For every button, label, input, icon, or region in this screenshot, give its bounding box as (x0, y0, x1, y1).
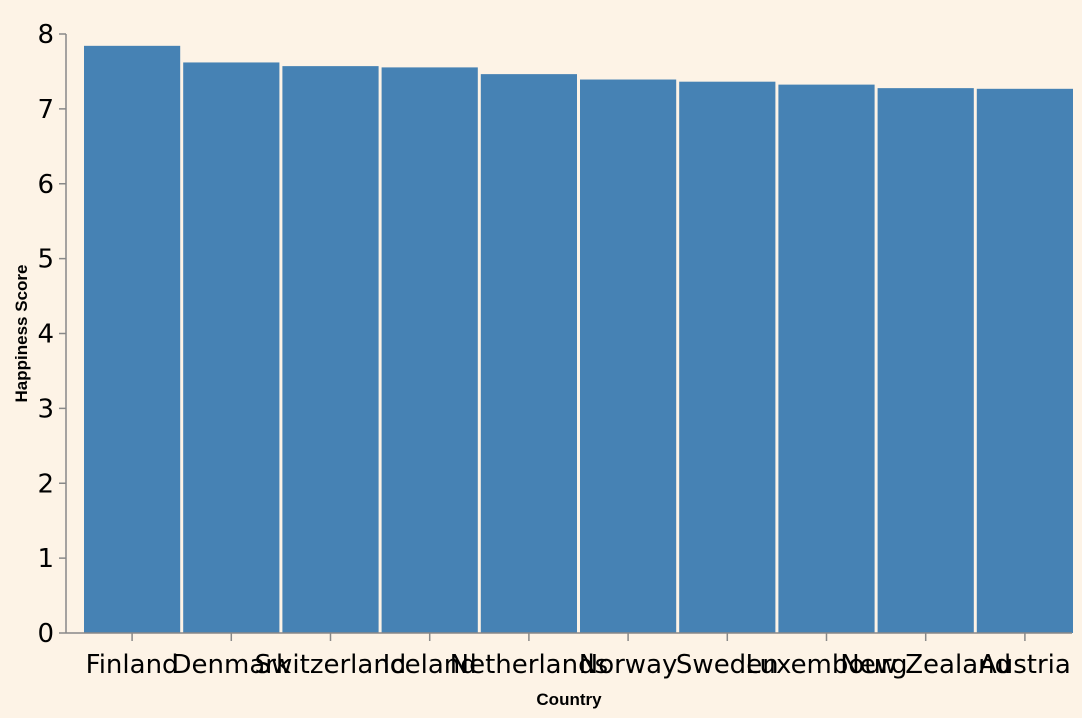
y-tick-label: 2 (37, 469, 54, 499)
x-tick-label: Finland (86, 650, 179, 680)
y-tick-label: 3 (37, 394, 54, 424)
x-tick-label: New Zealand (840, 650, 1011, 680)
bar (183, 62, 280, 633)
x-tick-label: Luxembourg (745, 650, 907, 680)
y-tick-label: 0 (37, 619, 54, 649)
y-axis: 0 1 2 3 4 5 6 7 8 (37, 20, 66, 649)
bar (282, 66, 379, 633)
y-tick-label: 8 (37, 20, 54, 50)
bar (84, 45, 181, 633)
bar (381, 67, 478, 634)
y-tick-label: 7 (37, 95, 54, 125)
bar (679, 81, 776, 633)
x-axis-title: Country (536, 690, 602, 709)
bar (480, 74, 577, 634)
y-axis-title: Happiness Score (12, 265, 31, 403)
y-tick-label: 6 (37, 170, 54, 200)
bar (877, 88, 974, 633)
y-tick-label: 1 (37, 544, 54, 574)
x-tick-label: Netherlands (450, 650, 609, 680)
y-tick-label: 4 (37, 320, 54, 350)
x-axis: FinlandDenmarkSwitzerlandIcelandNetherla… (86, 633, 1071, 680)
bar (580, 79, 677, 634)
x-tick-label: Iceland (383, 650, 477, 680)
bar (976, 88, 1073, 634)
bar (778, 84, 875, 634)
bars (84, 45, 1073, 634)
x-tick-label: Norway (579, 650, 678, 680)
x-tick-label: Denmark (172, 650, 292, 680)
x-tick-label: Austria (979, 650, 1071, 680)
x-tick-label: Switzerland (255, 650, 407, 680)
x-tick-label: Sweden (676, 650, 779, 680)
y-tick-label: 5 (37, 245, 54, 275)
